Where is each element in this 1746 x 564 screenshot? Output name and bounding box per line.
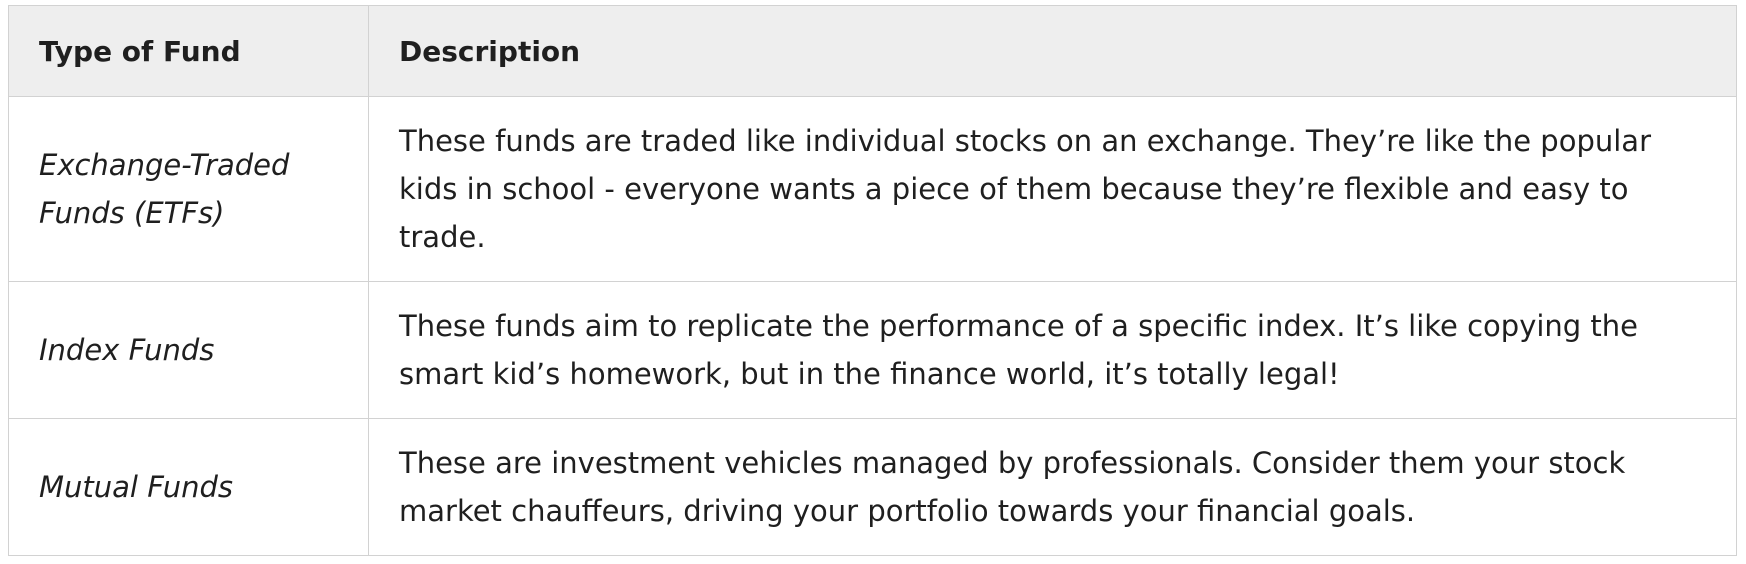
table-row: Index Funds These funds aim to replicate… <box>8 281 1737 419</box>
header-row: Type of Fund Description <box>8 5 1737 97</box>
fund-type-cell: Index Funds <box>8 281 369 419</box>
fund-description-cell: These funds aim to replicate the perform… <box>368 281 1737 419</box>
table-row: Mutual Funds These are investment vehicl… <box>8 418 1737 556</box>
table-row: Exchange-Traded Funds (ETFs) These funds… <box>8 96 1737 282</box>
fund-types-table: Type of Fund Description Exchange-Traded… <box>8 5 1737 556</box>
header-type-of-fund: Type of Fund <box>8 5 369 97</box>
fund-type-cell: Mutual Funds <box>8 418 369 556</box>
table-body: Exchange-Traded Funds (ETFs) These funds… <box>8 96 1737 556</box>
header-description: Description <box>368 5 1737 97</box>
fund-description-cell: These are investment vehicles managed by… <box>368 418 1737 556</box>
funds-table-wrapper: Type of Fund Description Exchange-Traded… <box>8 5 1737 556</box>
fund-type-cell: Exchange-Traded Funds (ETFs) <box>8 96 369 282</box>
table-header: Type of Fund Description <box>8 5 1737 97</box>
fund-description-cell: These funds are traded like individual s… <box>368 96 1737 282</box>
